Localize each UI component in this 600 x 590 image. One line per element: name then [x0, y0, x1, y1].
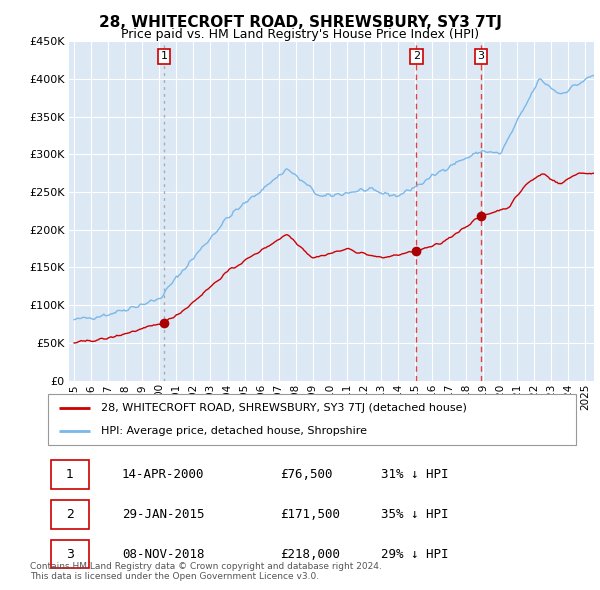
Text: 1: 1	[66, 468, 74, 481]
Text: 3: 3	[478, 51, 484, 61]
Text: 14-APR-2000: 14-APR-2000	[122, 468, 205, 481]
Text: 29% ↓ HPI: 29% ↓ HPI	[380, 548, 448, 560]
Text: 2: 2	[413, 51, 420, 61]
Text: HPI: Average price, detached house, Shropshire: HPI: Average price, detached house, Shro…	[101, 427, 367, 437]
Text: 29-JAN-2015: 29-JAN-2015	[122, 508, 205, 521]
Text: £218,000: £218,000	[280, 548, 340, 560]
Text: Price paid vs. HM Land Registry's House Price Index (HPI): Price paid vs. HM Land Registry's House …	[121, 28, 479, 41]
Bar	[50, 540, 89, 568]
Text: 35% ↓ HPI: 35% ↓ HPI	[380, 508, 448, 521]
Text: 08-NOV-2018: 08-NOV-2018	[122, 548, 205, 560]
Text: 2: 2	[66, 508, 74, 521]
Text: 1: 1	[161, 51, 167, 61]
Text: 28, WHITECROFT ROAD, SHREWSBURY, SY3 7TJ (detached house): 28, WHITECROFT ROAD, SHREWSBURY, SY3 7TJ…	[101, 402, 467, 412]
Text: 31% ↓ HPI: 31% ↓ HPI	[380, 468, 448, 481]
Text: £171,500: £171,500	[280, 508, 340, 521]
Text: 3: 3	[66, 548, 74, 560]
Text: 28, WHITECROFT ROAD, SHREWSBURY, SY3 7TJ: 28, WHITECROFT ROAD, SHREWSBURY, SY3 7TJ	[98, 15, 502, 30]
Bar	[50, 460, 89, 489]
Text: Contains HM Land Registry data © Crown copyright and database right 2024.
This d: Contains HM Land Registry data © Crown c…	[30, 562, 382, 581]
Text: £76,500: £76,500	[280, 468, 333, 481]
Bar	[50, 500, 89, 529]
